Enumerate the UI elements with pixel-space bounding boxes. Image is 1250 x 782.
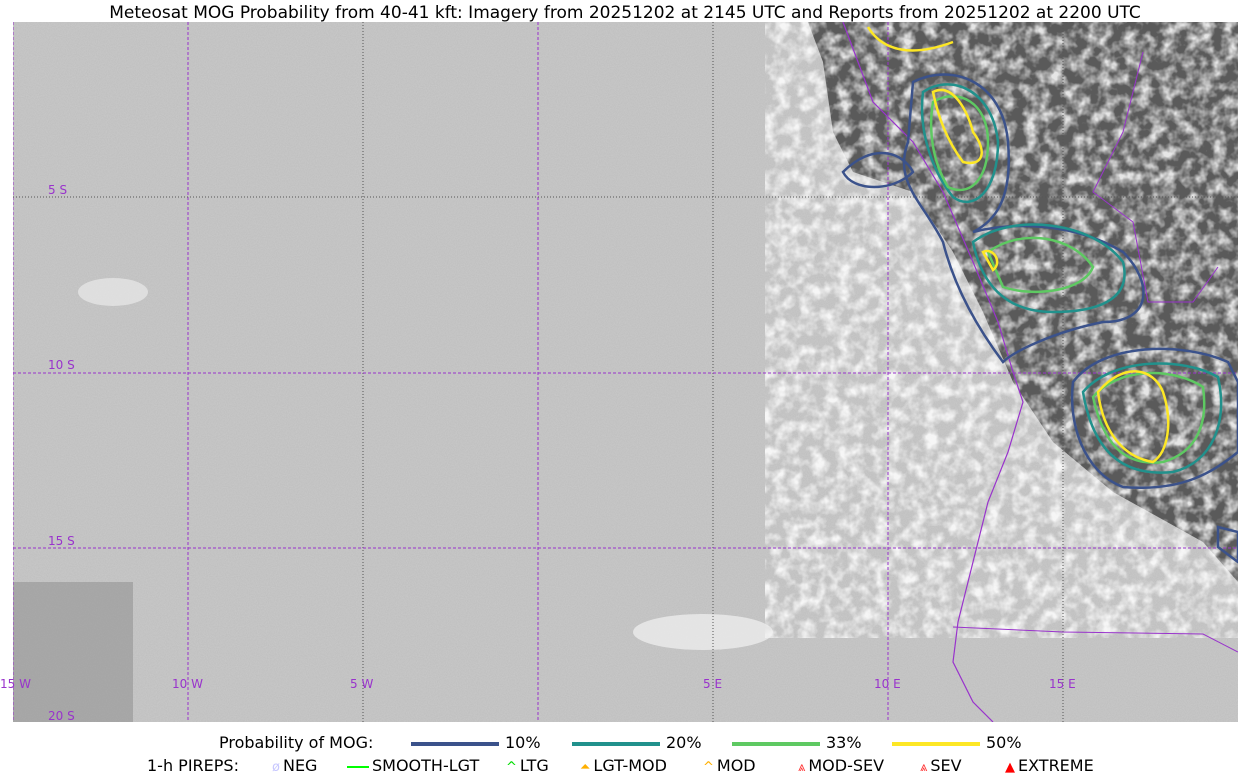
legend-item-sev: ⩓ SEV bbox=[920, 756, 962, 775]
lon-label: 5 E bbox=[703, 677, 723, 691]
legend-item-ltg: ^ LTG bbox=[506, 756, 549, 775]
extreme-icon: ▲ bbox=[1005, 760, 1015, 775]
legend-item-mod-sev: ⩓ MOD-SEV bbox=[798, 756, 885, 775]
caret-icon: ^ bbox=[506, 760, 517, 775]
graticule bbox=[13, 22, 1238, 722]
legend-item-smooth-lgt: SMOOTH-LGT bbox=[347, 756, 479, 775]
line-icon bbox=[347, 765, 369, 768]
legend-item-extreme: ▲ EXTREME bbox=[1005, 756, 1094, 775]
legend-item-50: 50% bbox=[892, 733, 1022, 752]
mog-contours bbox=[841, 26, 1238, 564]
pireps-legend-title: 1-h PIREPS: bbox=[147, 756, 239, 775]
lat-label: 5 S bbox=[48, 183, 68, 197]
legend-item-20: 20% bbox=[572, 733, 702, 752]
caret-icon: ^ bbox=[703, 760, 714, 775]
lat-label: 20 S bbox=[48, 709, 75, 723]
legend-item-lgt-mod: ⏶ LGT-MOD bbox=[580, 756, 667, 775]
lon-label: 15 W bbox=[0, 677, 31, 691]
legend-item-33: 33% bbox=[732, 733, 862, 752]
sev-icon: ⩓ bbox=[920, 760, 928, 775]
coastline bbox=[842, 22, 1024, 722]
lon-label: 5 W bbox=[350, 677, 374, 691]
lat-label: 15 S bbox=[48, 534, 75, 548]
lon-label: 10 W bbox=[172, 677, 203, 691]
map-title: Meteosat MOG Probability from 40-41 kft:… bbox=[109, 3, 1141, 23]
neg-circle-icon: ø bbox=[272, 760, 280, 775]
lon-label: 15 E bbox=[1049, 677, 1076, 691]
probability-legend-title: Probability of MOG: bbox=[219, 733, 374, 752]
mod-sev-icon: ⩓ bbox=[798, 760, 806, 775]
lat-label: 10 S bbox=[48, 358, 75, 372]
legend-item-mod: ^ MOD bbox=[703, 756, 756, 775]
lon-label: 10 E bbox=[874, 677, 901, 691]
legend-item-neg: ø NEG bbox=[272, 756, 318, 775]
satellite-map bbox=[13, 22, 1238, 722]
legend-item-10: 10% bbox=[411, 733, 541, 752]
lgt-mod-icon: ⏶ bbox=[580, 760, 591, 775]
